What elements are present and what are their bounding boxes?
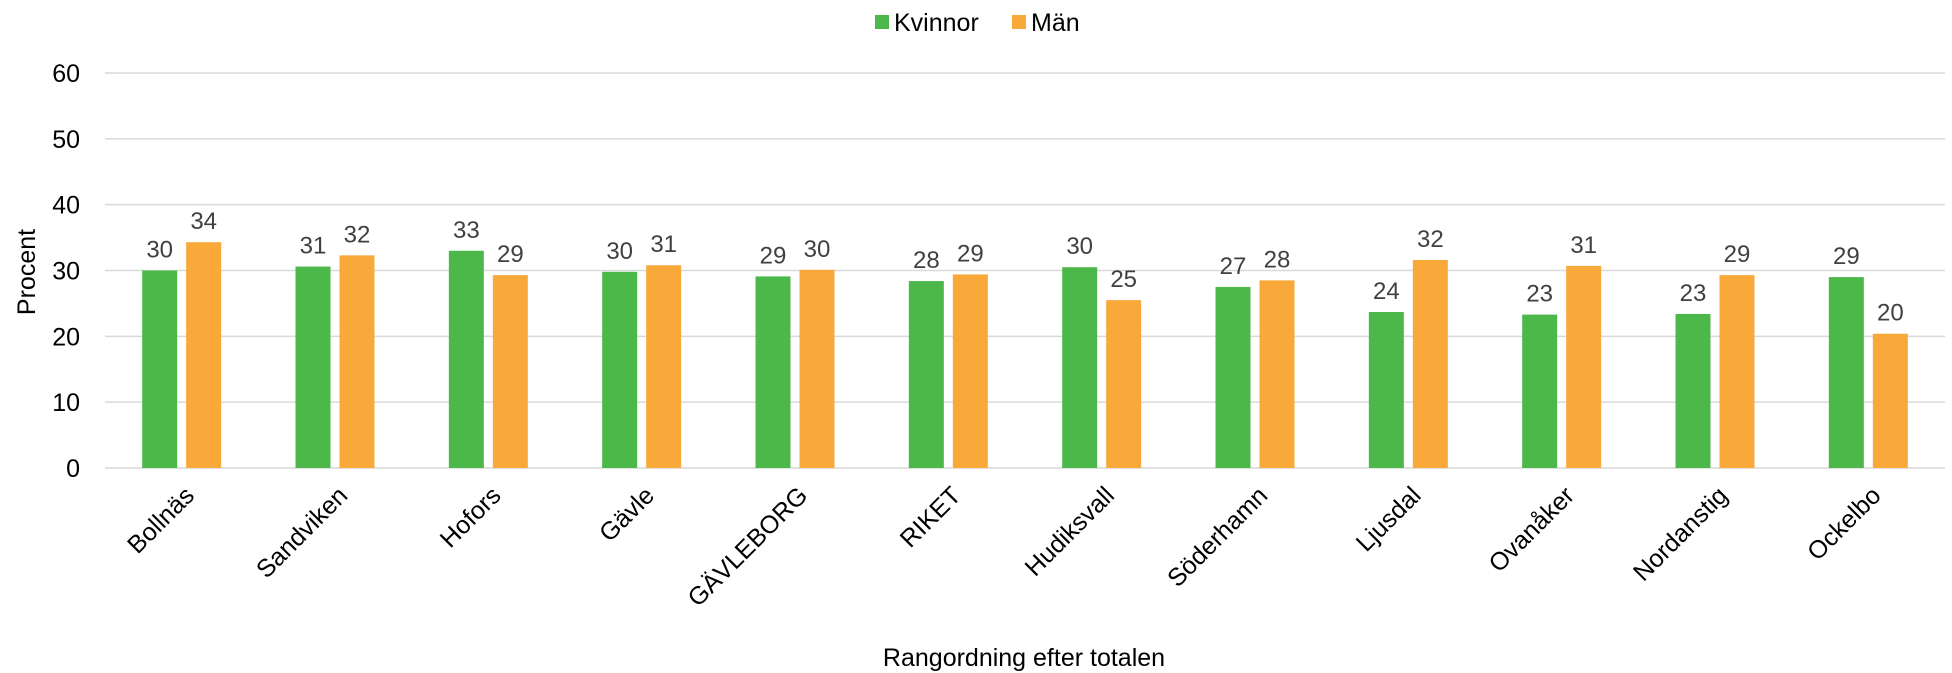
- legend: Kvinnor Män: [875, 9, 1080, 37]
- bar-kvinnor: [1368, 311, 1404, 468]
- category-label: GÄVLEBORG: [682, 481, 813, 612]
- bar-man: [646, 265, 682, 468]
- bar-man: [1412, 259, 1448, 468]
- category-label: Sandviken: [251, 481, 353, 583]
- bar-kvinnor: [448, 250, 484, 468]
- y-tick-label: 60: [52, 60, 80, 88]
- data-label: 30: [804, 236, 831, 263]
- category-label: Hudiksvall: [1020, 481, 1120, 581]
- bar-man: [1106, 300, 1142, 468]
- bars: [142, 242, 1908, 468]
- bar-man: [799, 269, 835, 468]
- legend-label: Män: [1031, 9, 1080, 37]
- bar-kvinnor: [1828, 277, 1864, 468]
- bar-man: [1566, 265, 1602, 468]
- bar-kvinnor: [1062, 267, 1098, 468]
- bar-man: [1872, 333, 1908, 468]
- data-label: 29: [760, 242, 787, 269]
- data-label: 31: [650, 231, 677, 258]
- data-label: 30: [606, 238, 633, 265]
- bar-man: [952, 274, 988, 468]
- bar-man: [1719, 275, 1755, 468]
- bar-man: [1259, 280, 1295, 468]
- data-label: 28: [1264, 246, 1291, 273]
- gridlines: [105, 72, 1945, 469]
- legend-swatch-kvinnor: [875, 15, 889, 29]
- bar-kvinnor: [1675, 313, 1711, 468]
- data-label: 29: [497, 241, 524, 268]
- category-label: RIKET: [895, 481, 967, 553]
- data-label: 30: [146, 237, 173, 264]
- bar-kvinnor: [142, 270, 178, 468]
- data-label: 29: [1724, 241, 1751, 268]
- category-label: Nordanstig: [1628, 481, 1733, 586]
- y-tick-label: 40: [52, 192, 80, 220]
- bar-man: [339, 255, 375, 468]
- bar-kvinnor: [908, 281, 944, 468]
- data-label: 31: [300, 233, 327, 260]
- category-label: Ockelbo: [1802, 481, 1887, 566]
- y-axis-title: Procent: [13, 229, 41, 315]
- legend-label: Kvinnor: [894, 9, 979, 37]
- data-label: 32: [1417, 226, 1444, 253]
- y-tick-label: 20: [52, 323, 80, 351]
- data-label: 30: [1066, 233, 1093, 260]
- data-label: 33: [453, 217, 480, 244]
- data-label: 27: [1220, 253, 1247, 280]
- y-tick-label: 30: [52, 258, 80, 286]
- bar-kvinnor: [295, 266, 331, 468]
- data-label: 28: [913, 247, 940, 274]
- data-label: 32: [344, 221, 371, 248]
- category-label: Ljusdal: [1351, 481, 1427, 557]
- y-tick-label: 0: [66, 455, 80, 483]
- category-label: Hofors: [435, 481, 507, 553]
- bar-kvinnor: [602, 271, 638, 468]
- y-tick-label: 10: [52, 389, 80, 417]
- bar-man: [186, 242, 222, 468]
- data-label: 29: [1833, 243, 1860, 270]
- category-labels: Bollnäs Sandviken Hofors Gävle GÄVLEBORG RIKE…: [122, 481, 1886, 612]
- bar-kvinnor: [1522, 314, 1558, 468]
- y-tick-label: 50: [52, 126, 80, 154]
- category-label: Bollnäs: [122, 481, 200, 559]
- category-label: Söderhamn: [1162, 481, 1273, 592]
- data-label: 24: [1373, 278, 1400, 305]
- data-labels: 30 34 31 32 33 29 30 31 29 30 28 29 30 25 27 28 24 32 23 31…: [146, 208, 1903, 327]
- data-label: 25: [1110, 266, 1137, 293]
- y-axis-ticks: 0 10 20 30 40 50 60: [52, 60, 80, 483]
- x-axis-title: Rangordning efter totalen: [883, 644, 1165, 672]
- bar-kvinnor: [1215, 286, 1251, 468]
- bar-man: [492, 275, 528, 468]
- data-label: 23: [1526, 281, 1553, 308]
- category-label: Gävle: [594, 481, 660, 547]
- data-label: 34: [190, 208, 217, 235]
- data-label: 20: [1877, 300, 1904, 327]
- data-label: 23: [1680, 280, 1707, 307]
- legend-swatch-man: [1012, 15, 1026, 29]
- data-label: 31: [1570, 232, 1597, 259]
- bar-kvinnor: [755, 276, 791, 468]
- data-label: 29: [957, 240, 984, 267]
- category-label: Ovanåker: [1483, 481, 1579, 577]
